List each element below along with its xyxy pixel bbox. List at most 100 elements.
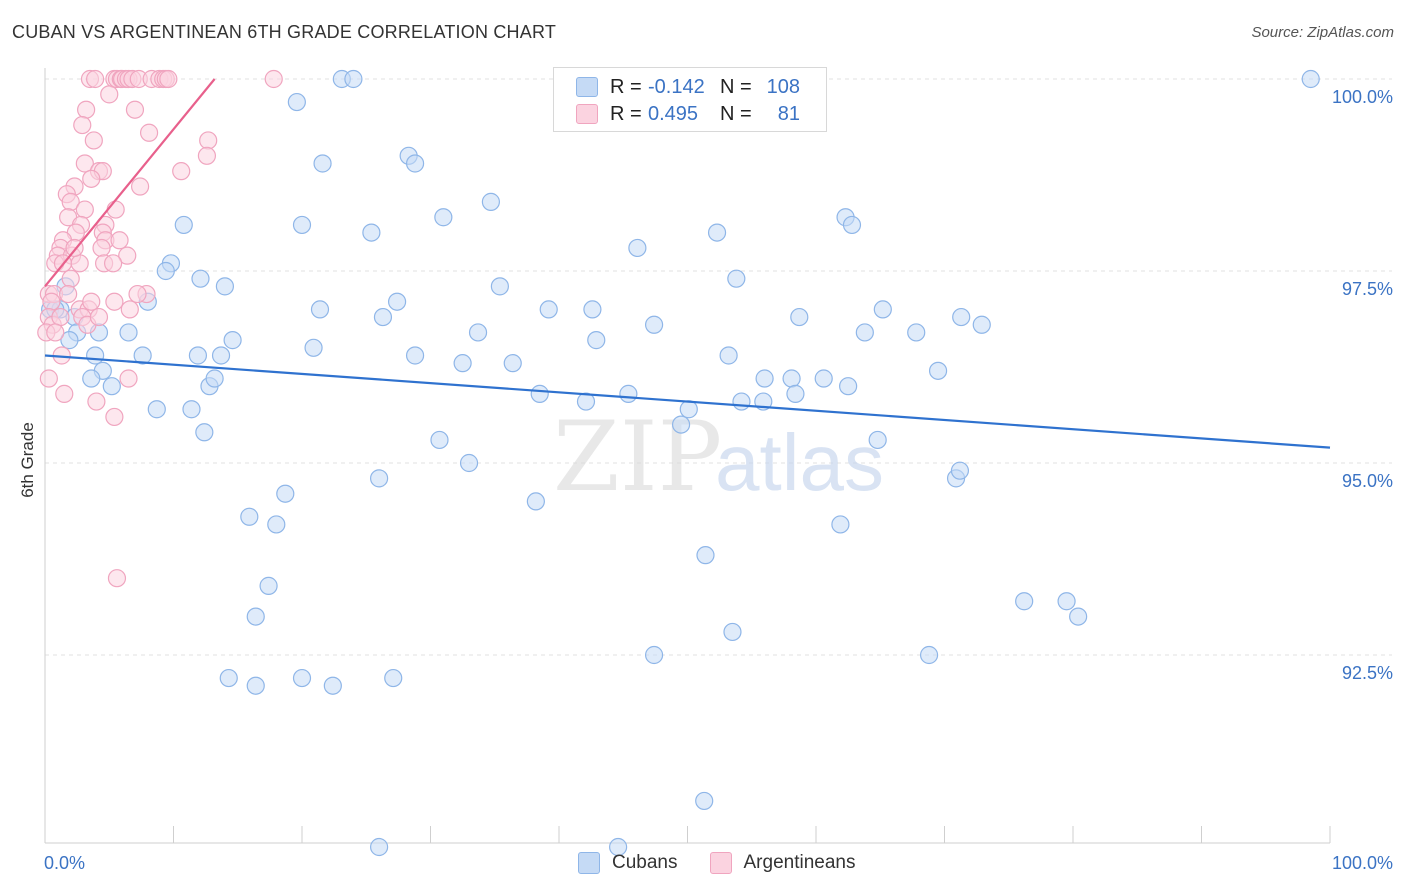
data-point	[59, 284, 78, 304]
trend-line	[44, 78, 216, 288]
y-tick-label: 97.5%	[1342, 279, 1393, 299]
data-point	[1301, 69, 1320, 89]
data-point	[434, 208, 453, 227]
data-point	[868, 430, 887, 450]
data-point	[405, 346, 425, 365]
data-point	[695, 791, 714, 811]
watermark-atlas: atlas	[715, 418, 884, 507]
data-point	[539, 300, 558, 319]
series-legend: Cubans Argentineans	[578, 852, 887, 874]
data-point	[87, 392, 106, 411]
data-point	[972, 315, 991, 334]
data-point	[839, 377, 858, 396]
data-point	[82, 169, 101, 188]
data-point	[267, 515, 286, 534]
legend-item-argentineans[interactable]: Argentineans	[709, 852, 856, 874]
data-point	[60, 331, 79, 350]
data-point	[46, 323, 65, 342]
data-point	[105, 292, 124, 311]
data-point	[195, 423, 214, 442]
tick-labels: 92.5% 95.0% 97.5% 100.0% 0.0% 100.0%	[44, 87, 1393, 873]
data-point	[950, 461, 970, 480]
data-point	[790, 307, 809, 327]
data-point	[644, 315, 664, 334]
data-point	[842, 215, 862, 235]
data-point	[223, 331, 242, 350]
trend-lines	[44, 78, 1331, 449]
n-label: N =	[720, 75, 752, 98]
data-point	[755, 369, 774, 388]
legend-swatch-cubans	[578, 852, 600, 874]
data-point	[1015, 592, 1034, 611]
data-point	[259, 576, 278, 595]
data-point	[86, 346, 105, 365]
data-point	[240, 507, 259, 526]
data-point	[814, 369, 833, 388]
y-tick-label: 92.5%	[1342, 663, 1393, 683]
data-point	[159, 69, 178, 89]
data-point	[92, 238, 111, 258]
watermark-zip: ZIP	[553, 401, 722, 513]
y-tick-label: 95.0%	[1342, 471, 1393, 491]
source-label: Source: ZipAtlas.com	[1251, 24, 1394, 41]
data-point	[430, 430, 449, 450]
data-point	[219, 668, 238, 688]
data-point	[526, 492, 545, 511]
data-point	[86, 69, 105, 89]
data-point	[344, 69, 363, 89]
data-point	[576, 392, 596, 411]
legend-row-argentineans: R = 0.495 N = 81	[576, 102, 800, 126]
data-point	[873, 300, 892, 319]
data-point	[292, 668, 312, 688]
data-point	[118, 246, 137, 265]
data-point	[855, 323, 874, 342]
data-point	[246, 607, 265, 626]
data-point	[628, 238, 647, 258]
data-point	[362, 223, 381, 242]
data-point	[61, 269, 80, 288]
chart-title: CUBAN VS ARGENTINEAN 6TH GRADE CORRELATI…	[12, 22, 557, 42]
data-point	[405, 154, 425, 173]
data-point	[100, 85, 119, 104]
data-point	[644, 645, 664, 665]
legend-label-argentineans: Argentineans	[743, 852, 856, 873]
data-point	[671, 415, 691, 434]
data-point	[609, 837, 628, 857]
data-point	[732, 392, 751, 411]
data-point	[130, 177, 150, 196]
legend-item-cubans[interactable]: Cubans	[578, 852, 678, 874]
n-label: N =	[720, 102, 752, 125]
data-point	[156, 261, 175, 281]
data-point	[370, 837, 389, 857]
data-point	[197, 146, 217, 165]
data-point	[323, 676, 342, 695]
data-point	[952, 307, 971, 327]
data-point	[453, 354, 472, 373]
data-point	[82, 292, 101, 311]
data-point	[205, 369, 224, 388]
legend-swatch-cubans	[576, 77, 598, 97]
data-point	[128, 284, 147, 304]
data-point	[191, 269, 210, 288]
data-point	[928, 361, 948, 380]
data-point	[105, 407, 124, 427]
data-point	[42, 292, 61, 311]
y-axis-label: 6th Grade	[18, 422, 37, 498]
axes	[44, 68, 1331, 844]
data-point	[707, 223, 727, 242]
data-point	[503, 354, 522, 373]
data-point	[51, 307, 70, 327]
data-point	[583, 300, 602, 319]
data-point	[172, 162, 191, 181]
data-point	[292, 215, 312, 235]
data-point	[77, 100, 96, 119]
data-point	[246, 676, 265, 695]
data-point	[89, 307, 109, 327]
data-point	[919, 645, 939, 665]
data-point	[370, 469, 389, 488]
data-point	[75, 154, 94, 173]
data-point	[110, 231, 129, 250]
data-point	[82, 369, 101, 388]
data-point	[107, 569, 127, 588]
